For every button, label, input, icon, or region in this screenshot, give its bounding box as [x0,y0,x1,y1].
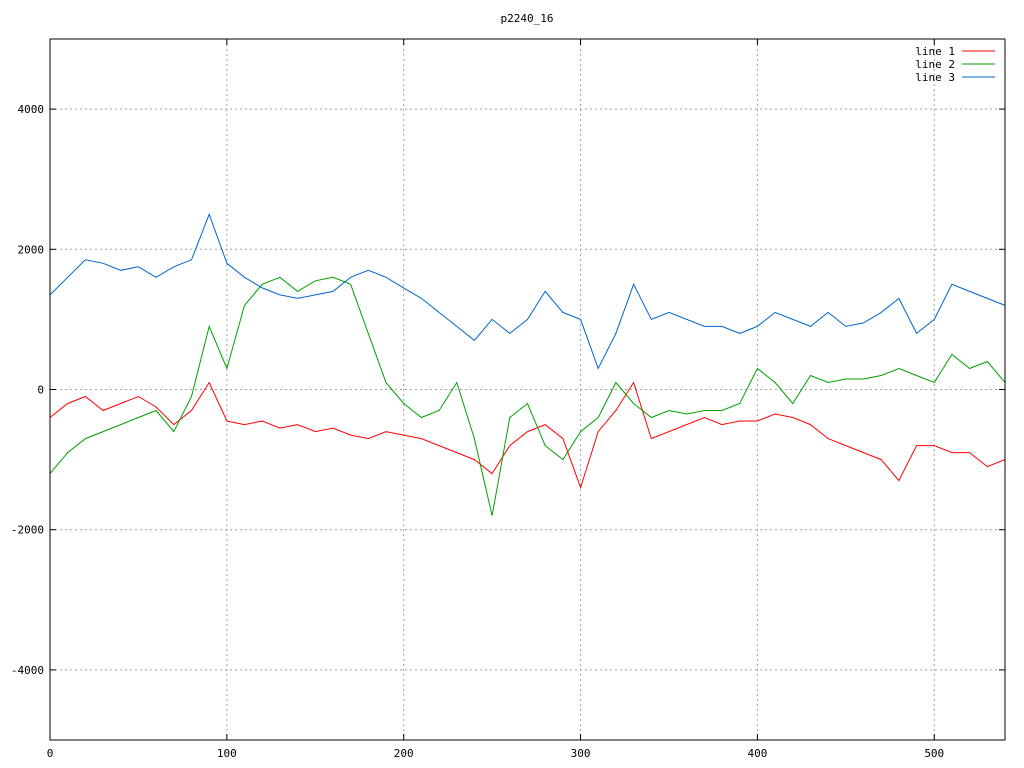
series-line-2 [49,276,1006,516]
series-line-3 [49,212,1006,418]
x-tick-label: 500 [924,747,944,760]
y-tick-label: -4000 [11,664,44,677]
x-tick-label: 100 [217,747,237,760]
series-line-1 [49,340,1006,628]
axis-ticks: -4000 -2000 0 2000 4000 0 100 200 300 400 500 [11,39,1005,760]
x-tick-label: 400 [747,747,767,760]
y-tick-label: 4000 [18,103,45,116]
chart-title: p2240_16 [501,12,554,25]
x-tick-label: 300 [571,747,591,760]
series-lines [49,212,1006,628]
x-tick-label: 0 [47,747,54,760]
y-tick-label: 2000 [18,243,45,256]
x-tick-label: 200 [394,747,414,760]
legend-label-2: line 2 [915,58,955,71]
y-tick-label: -2000 [11,524,44,537]
legend-label-1: line 1 [915,45,955,58]
legend-label-3: line 3 [915,71,955,84]
y-tick-label: 0 [37,384,44,397]
